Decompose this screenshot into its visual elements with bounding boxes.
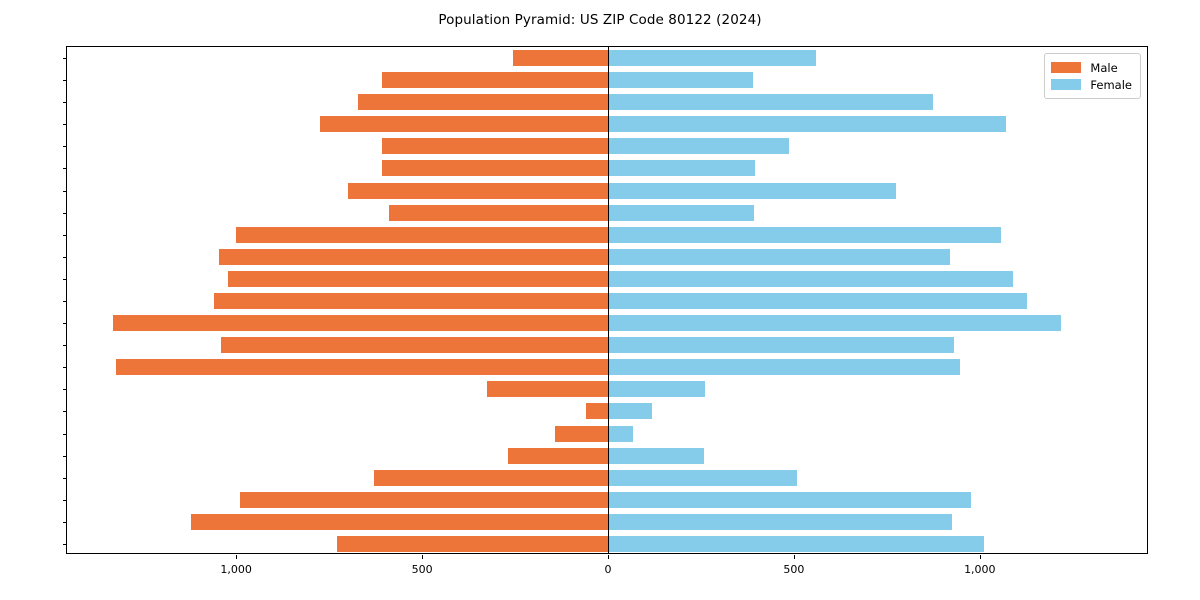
bar-male-70-74 xyxy=(319,116,608,133)
zero-axis-line xyxy=(608,47,609,553)
legend-item-male[interactable]: Male xyxy=(1051,59,1132,76)
y-tick-mark xyxy=(63,411,67,413)
bar-female-under-5 xyxy=(608,535,984,552)
bar-male-10-14 xyxy=(239,491,608,508)
x-axis-label-2: 0 xyxy=(604,563,612,576)
bar-male-21 xyxy=(585,403,608,420)
y-tick-mark xyxy=(63,543,67,545)
bar-female-85- xyxy=(608,50,817,67)
x-axis-label-0: 1,000 xyxy=(220,563,252,576)
bar-male-under-5 xyxy=(337,535,608,552)
bar-male-20 xyxy=(555,425,608,442)
x-tick-mark xyxy=(422,555,424,559)
bar-male-5-9 xyxy=(190,513,608,530)
legend-label-female: Female xyxy=(1090,77,1132,92)
y-tick-mark xyxy=(63,323,67,325)
bar-female-21 xyxy=(608,403,652,420)
bar-female-45-49 xyxy=(608,270,1014,287)
bar-female-5-9 xyxy=(608,513,952,530)
x-tick-mark xyxy=(608,555,609,559)
bar-male-40-44 xyxy=(213,293,608,309)
bar-female-60-61 xyxy=(608,204,754,221)
bar-female-55-59 xyxy=(608,226,1002,243)
y-tick-mark xyxy=(63,146,67,148)
bar-female-18-19 xyxy=(608,447,704,464)
y-tick-mark xyxy=(63,102,67,104)
y-tick-mark xyxy=(63,345,67,347)
x-tick-mark xyxy=(979,555,981,559)
bar-male-50-54 xyxy=(219,248,608,265)
y-tick-mark xyxy=(63,124,67,126)
bar-male-60-61 xyxy=(389,204,608,221)
y-tick-mark xyxy=(63,234,67,236)
x-tick-mark xyxy=(793,555,795,559)
bars-layer xyxy=(67,47,1147,553)
y-tick-mark xyxy=(63,256,67,258)
bar-male-35-39 xyxy=(113,315,608,332)
y-tick-mark xyxy=(63,301,67,302)
y-tick-mark xyxy=(63,168,67,170)
bar-female-80-84 xyxy=(608,72,753,89)
bar-female-10-14 xyxy=(608,491,971,508)
bar-male-22-24 xyxy=(487,381,608,398)
y-tick-mark xyxy=(63,278,67,280)
x-axis-label-4: 1,000 xyxy=(964,563,996,576)
bar-male-30-34 xyxy=(221,337,608,354)
page-title: Population Pyramid: US ZIP Code 80122 (2… xyxy=(438,12,762,28)
bar-male-62-64 xyxy=(347,182,608,199)
y-tick-mark xyxy=(63,367,67,369)
bar-female-40-44 xyxy=(608,293,1028,309)
y-tick-mark xyxy=(63,80,67,82)
bar-female-30-34 xyxy=(608,337,954,354)
bar-male-80-84 xyxy=(381,72,608,89)
bar-male-85- xyxy=(513,50,608,67)
legend-label-male: Male xyxy=(1090,60,1118,75)
bar-female-20 xyxy=(608,425,634,442)
bar-male-75-79 xyxy=(358,94,608,111)
y-tick-mark xyxy=(63,433,67,435)
bar-female-15-17 xyxy=(608,469,797,486)
y-tick-mark xyxy=(63,389,67,391)
bar-female-35-39 xyxy=(608,315,1061,332)
chart-legend: Male Female xyxy=(1044,53,1141,99)
bar-female-50-54 xyxy=(608,248,951,265)
bar-female-65-66 xyxy=(608,160,755,177)
bar-female-67-69 xyxy=(608,138,790,155)
x-tick-mark xyxy=(236,555,238,559)
legend-swatch-female xyxy=(1051,79,1082,90)
bar-female-75-79 xyxy=(608,94,934,111)
bar-male-55-59 xyxy=(236,226,608,243)
bar-male-67-69 xyxy=(381,138,608,155)
y-tick-mark xyxy=(63,212,67,214)
bar-female-70-74 xyxy=(608,116,1006,133)
y-tick-mark xyxy=(63,477,67,479)
y-tick-mark xyxy=(63,499,67,501)
bar-female-22-24 xyxy=(608,381,705,398)
bar-male-25-29 xyxy=(116,359,608,376)
y-tick-mark xyxy=(63,455,67,457)
legend-swatch-male xyxy=(1051,62,1082,73)
bar-female-25-29 xyxy=(608,359,961,376)
bar-male-65-66 xyxy=(381,160,608,177)
plot-area: Male Female 1,000 500 0 500 1,000 xyxy=(63,46,1148,576)
y-tick-mark xyxy=(63,190,67,192)
x-axis-label-3: 500 xyxy=(783,563,805,576)
bar-female-62-64 xyxy=(608,182,897,199)
legend-item-female[interactable]: Female xyxy=(1051,76,1132,93)
y-tick-mark xyxy=(63,58,67,60)
bar-male-15-17 xyxy=(373,469,608,486)
bar-male-18-19 xyxy=(508,447,608,464)
y-tick-mark xyxy=(63,521,67,523)
bar-male-45-49 xyxy=(227,270,608,287)
x-axis-label-1: 500 xyxy=(411,563,433,576)
